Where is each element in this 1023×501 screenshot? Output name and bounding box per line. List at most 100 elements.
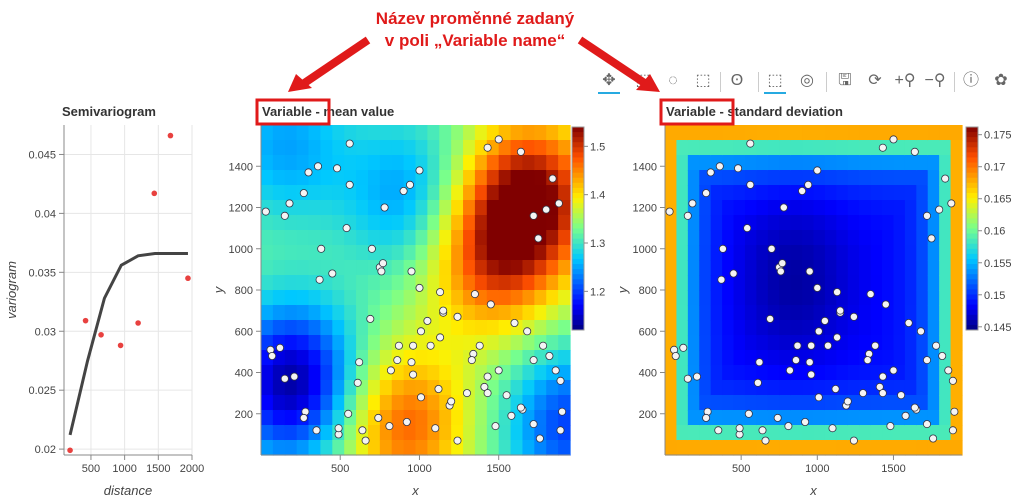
heatmap-cell [320, 155, 333, 171]
hover-icon[interactable]: ◎ [800, 72, 814, 89]
heatmap-cell [451, 230, 464, 246]
heatmap-cell [272, 335, 286, 351]
heatmap-cell [870, 395, 883, 411]
heatmap-cell [744, 395, 757, 411]
heatmap-cell [391, 155, 405, 171]
heatmap-cell [790, 245, 803, 261]
heatmap-cell [344, 395, 357, 411]
heatmap-cell [699, 275, 712, 291]
colorbar-segment [572, 314, 584, 321]
heatmap-cell [927, 425, 940, 441]
heatmap-cell [744, 260, 757, 276]
heatmap-cell [927, 350, 940, 366]
save-icon[interactable]: 🖫 [838, 72, 852, 89]
heatmap-cell [847, 125, 860, 141]
heatmap-cell [379, 410, 393, 426]
heatmap-cell [665, 125, 678, 141]
heatmap-cell [939, 230, 952, 246]
heatmap-cell [916, 440, 929, 456]
heatmap-cell [893, 260, 906, 276]
heatmap-cell [813, 245, 826, 261]
heatmap-cell [498, 380, 512, 396]
heatmap-cell [296, 155, 310, 171]
wheel-zoom-in-icon[interactable]: +⚲ [894, 72, 916, 89]
sample-point [551, 366, 560, 375]
heatmap-cell [308, 335, 322, 351]
heatmap-cell [813, 275, 826, 291]
heatmap-cell [893, 425, 906, 441]
heatmap-cell [904, 215, 917, 231]
heatmap-cell [356, 140, 369, 156]
heatmap-cell [510, 380, 524, 396]
bokeh-logo-icon[interactable]: ✿ [994, 72, 1008, 89]
heatmap-cell [558, 335, 571, 351]
colorbar-segment [572, 279, 584, 285]
heatmap-cell [474, 125, 488, 141]
pan-icon[interactable]: ✥ [598, 70, 620, 94]
heatmap-cell [451, 425, 464, 441]
heatmap-cell [498, 425, 512, 441]
sample-point [266, 345, 275, 354]
heatmap-cell [733, 365, 746, 381]
sample-point [901, 411, 910, 420]
heatmap-cell [836, 425, 849, 441]
heatmap-cell [813, 170, 826, 186]
heatmap-cell [379, 230, 393, 246]
heatmap-cell [356, 365, 369, 381]
heatmap-cell [870, 140, 883, 156]
sample-point [767, 244, 776, 253]
help-icon[interactable]: ⓘ [962, 72, 979, 89]
heatmap-cell [847, 230, 860, 246]
reset-icon[interactable]: ⟳ [868, 72, 882, 89]
heatmap-cell [813, 185, 826, 201]
tap-icon[interactable]: ʘ [730, 72, 744, 89]
heatmap-cell [916, 305, 929, 321]
heatmap-cell [498, 290, 512, 306]
lasso-icon[interactable]: ◌ [668, 72, 678, 89]
sample-point [491, 422, 500, 431]
sample-point [889, 366, 898, 375]
heatmap-cell [802, 410, 815, 426]
sample-point [702, 189, 711, 198]
heatmap-cell [522, 170, 535, 186]
sample-point [813, 283, 822, 292]
box-select-icon[interactable]: ⬚ [695, 72, 711, 89]
heatmap-cell [859, 140, 872, 156]
heatmap-cell [308, 305, 322, 321]
heatmap-cell [308, 245, 322, 261]
heatmap-cell [451, 365, 464, 381]
wheel-zoom-out-icon[interactable]: −⚲ [924, 72, 946, 89]
heatmap-cell [415, 395, 428, 411]
heatmap-cell [486, 200, 500, 216]
heatmap-cell [893, 320, 906, 336]
colorbar-segment [572, 152, 584, 158]
heatmap-cell [733, 335, 746, 351]
colorbar-segment [966, 314, 978, 321]
heatmap-cell [722, 215, 735, 231]
crosshair-select-icon[interactable]: ⬚ [764, 70, 786, 94]
heatmap-cell [486, 245, 500, 261]
heatmap-cell [427, 230, 440, 246]
heatmap-cell [546, 155, 559, 171]
heatmap-cell [534, 320, 547, 336]
heatmap-cell [415, 320, 428, 336]
heatmap-cell [261, 410, 274, 426]
heatmap-cell [927, 395, 940, 411]
sample-point [944, 366, 953, 375]
heatmap-cell [722, 230, 735, 246]
heatmap-cell [534, 425, 547, 441]
heatmap-cell [802, 155, 815, 171]
box-zoom-icon[interactable]: ⬚ [635, 72, 651, 89]
colorbar-segment [966, 319, 978, 326]
heatmap-cell [904, 230, 917, 246]
sample-point [715, 162, 724, 171]
heatmap-cell [344, 305, 357, 321]
sample-point [773, 413, 782, 422]
heatmap-cell [522, 425, 535, 441]
y-tick-label: 0.04 [35, 208, 56, 220]
heatmap-cell [824, 275, 837, 291]
sample-point [529, 356, 538, 365]
heatmap-cell [744, 425, 757, 441]
heatmap-cell [779, 440, 792, 456]
heatmap-cell [687, 140, 700, 156]
